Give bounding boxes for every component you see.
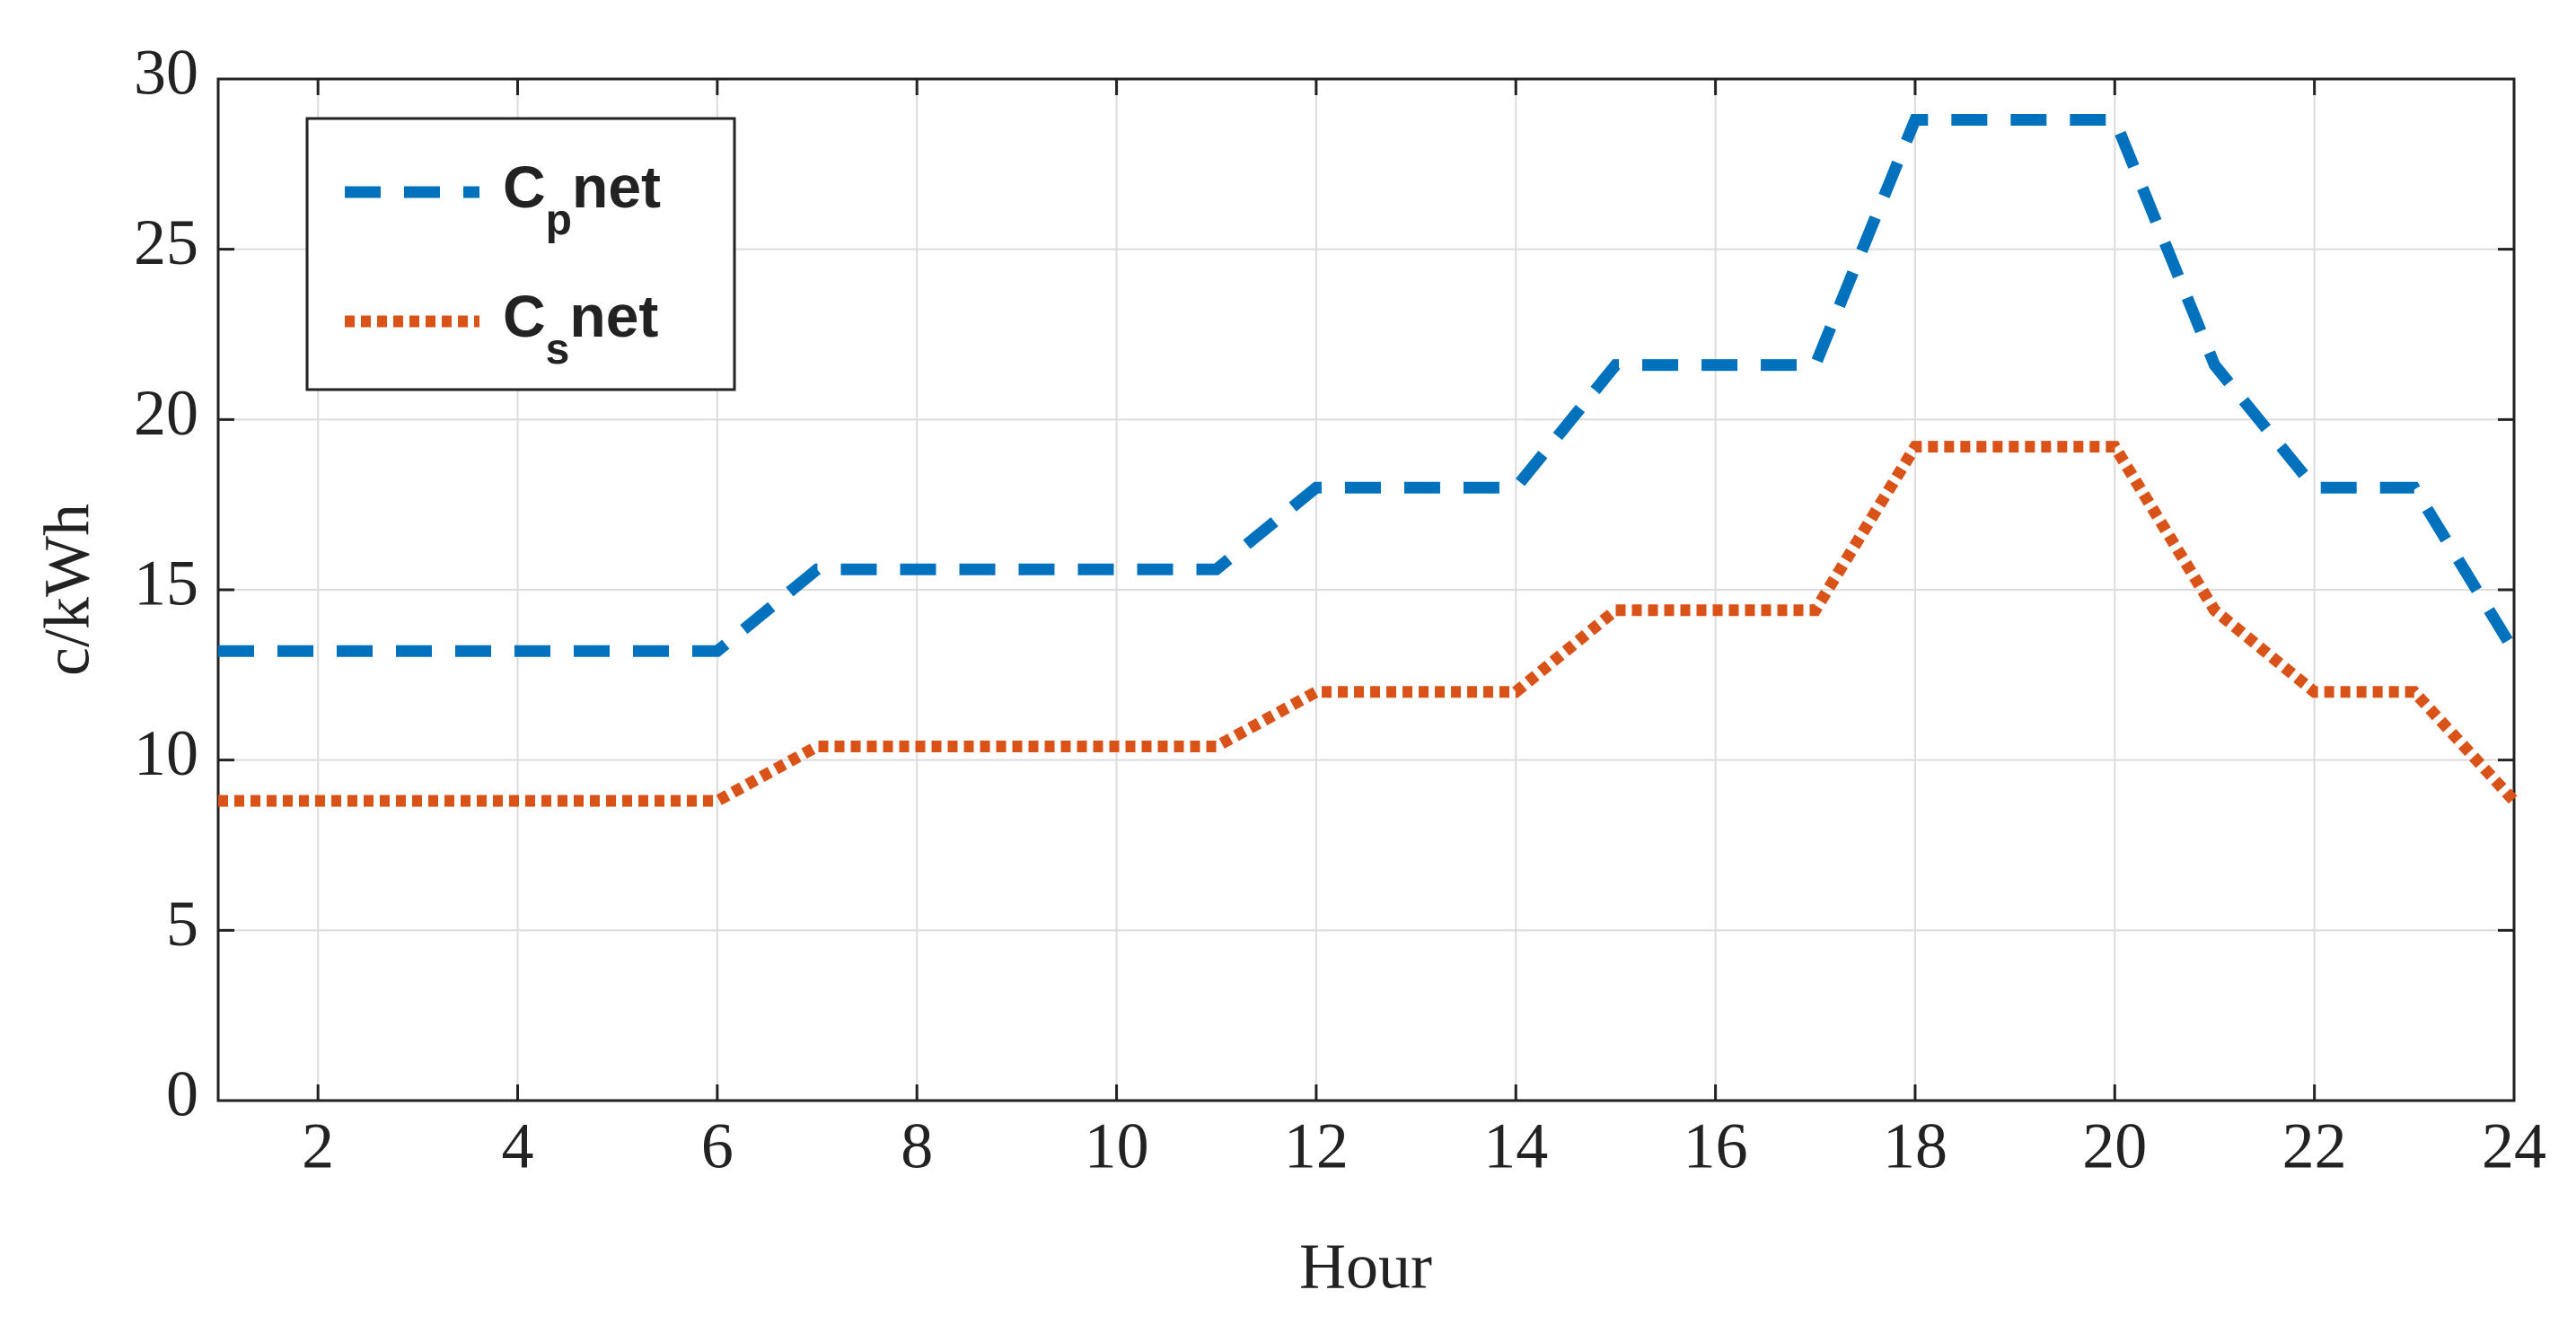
legend-label-sub: p: [546, 197, 572, 244]
axes-box: [216, 77, 2516, 1102]
x-tick-label: 6: [701, 1110, 734, 1182]
y-tick-label: 15: [134, 548, 198, 619]
legend-label-part: C: [503, 283, 546, 349]
x-tick-label: 24: [2482, 1110, 2546, 1182]
y-tick-label: 25: [134, 206, 198, 278]
x-tick-label: 2: [302, 1110, 334, 1182]
y-tick-label: 0: [166, 1058, 198, 1130]
x-tick-label: 10: [1085, 1110, 1149, 1182]
x-tick-label: 8: [901, 1110, 933, 1182]
y-tick-label: 20: [134, 377, 198, 449]
x-tick-label: 14: [1483, 1110, 1548, 1182]
x-tick-label: 20: [2082, 1110, 2147, 1182]
x-tick-label: 22: [2282, 1110, 2347, 1182]
legend-label: Csnet: [503, 283, 658, 373]
data-line: [218, 114, 2519, 657]
y-tick-label: 30: [134, 37, 198, 109]
data-line: [218, 441, 2519, 807]
x-tick-label: 4: [502, 1110, 534, 1182]
x-tick-label: 12: [1284, 1110, 1349, 1182]
legend-label-part: net: [572, 154, 661, 220]
x-tick-label: 18: [1883, 1110, 1947, 1182]
y-tick-label: 10: [134, 717, 198, 789]
legend-box: [305, 117, 736, 391]
legend-label-sub: s: [546, 326, 570, 373]
legend-label-part: C: [503, 154, 546, 220]
y-axis-label: c/kWh: [31, 504, 103, 676]
legend-label-part: net: [569, 283, 658, 349]
legend-label: Cpnet: [503, 154, 661, 243]
y-tick-label: 5: [166, 888, 198, 960]
x-axis-label: Hour: [1299, 1231, 1432, 1303]
x-tick-label: 16: [1684, 1110, 1748, 1182]
